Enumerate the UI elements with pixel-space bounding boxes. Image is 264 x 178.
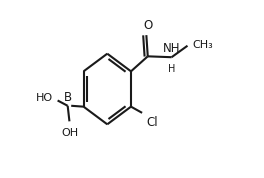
Text: OH: OH	[61, 128, 78, 138]
Text: Cl: Cl	[146, 116, 158, 129]
Text: CH₃: CH₃	[193, 40, 214, 50]
Text: H: H	[168, 64, 176, 74]
Text: HO: HO	[36, 93, 53, 103]
Text: B: B	[64, 91, 72, 104]
Text: O: O	[144, 19, 153, 32]
Text: NH: NH	[163, 42, 181, 55]
